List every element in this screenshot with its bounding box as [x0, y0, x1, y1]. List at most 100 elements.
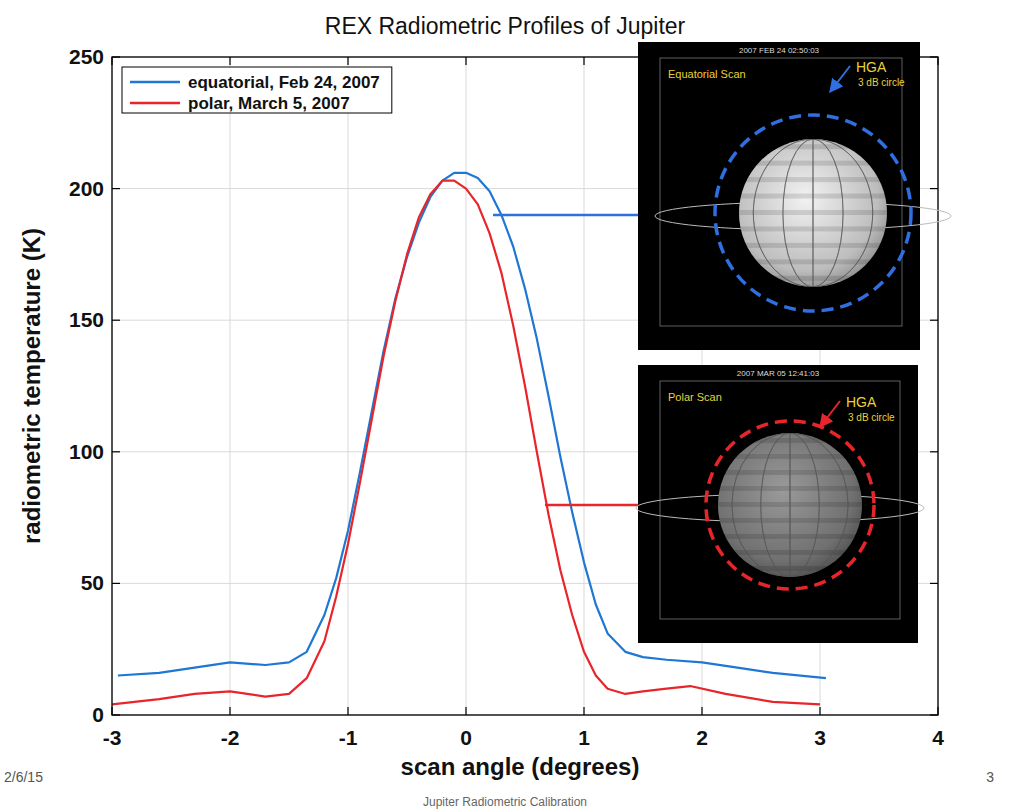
y-tick-label: 0 [92, 703, 104, 726]
hga-sublabel: 3 dB circle [848, 412, 895, 423]
x-tick [583, 707, 584, 715]
band [718, 534, 862, 539]
band [718, 550, 862, 555]
x-tick-label: 4 [932, 726, 944, 749]
y-tick-label: 50 [81, 571, 104, 594]
y-tick [112, 320, 120, 321]
y-axis-label: radiometric temperature (K) [18, 228, 45, 544]
legend: equatorial, Feb 24, 2007 polar, March 5, … [122, 67, 392, 113]
legend-box [122, 67, 392, 113]
plot-frame [112, 57, 938, 715]
y-tick-label: 150 [69, 308, 104, 331]
band [739, 144, 887, 149]
x-tick [465, 707, 466, 715]
y-tick [930, 583, 938, 584]
slide: REX Radiometric Profiles of Jupiter -3 -2 -… [0, 0, 1010, 812]
inset-title: Equatorial Scan [668, 68, 746, 80]
y-tick [930, 188, 938, 189]
x-tick [937, 707, 938, 715]
x-tick [465, 57, 466, 65]
grid-line [348, 57, 349, 715]
inset-timestamp: 2007 MAR 05 12:41:03 [737, 369, 820, 378]
y-tick [112, 714, 120, 715]
footer-page: 3 [986, 769, 994, 785]
meridian [732, 433, 848, 577]
y-tick [930, 714, 938, 715]
x-tick-label: 0 [460, 726, 472, 749]
grid-line [466, 57, 467, 715]
legend-swatch [130, 81, 180, 84]
band [739, 177, 887, 182]
legend-label: polar, March 5, 2007 [188, 94, 350, 113]
plot-area [112, 57, 938, 715]
hga-label: HGA [846, 394, 877, 410]
x-tick [701, 707, 702, 715]
band [739, 194, 887, 199]
hga-arrow [830, 66, 850, 92]
band [739, 161, 887, 166]
x-tick-label: -3 [103, 726, 122, 749]
x-tick [583, 57, 584, 65]
inset: 2007 FEB 24 02:50:03 Equatorial Scan HGA 3 … [638, 42, 951, 350]
y-tick [930, 56, 938, 57]
hga-circle [715, 115, 911, 311]
meridian [761, 433, 820, 577]
x-tick [937, 57, 938, 65]
footer-text: Jupiter Radiometric Calibration [423, 795, 587, 809]
planet [739, 139, 887, 287]
y-tick [112, 188, 120, 189]
x-tick-label: 1 [578, 726, 590, 749]
hga-arrow [820, 401, 840, 427]
title: REX Radiometric Profiles of Jupiter [325, 13, 686, 39]
x-tick-label: 3 [814, 726, 826, 749]
inset-frame [660, 381, 900, 619]
x-axis-label: scan angle (degrees) [401, 753, 640, 780]
meridian [813, 139, 814, 287]
hga-sublabel: 3 dB circle [858, 77, 905, 88]
inset-title: Polar Scan [668, 391, 722, 403]
x-tick [347, 57, 348, 65]
y-tick [930, 320, 938, 321]
meridian [732, 433, 848, 577]
y-tick [112, 56, 120, 57]
band [739, 226, 887, 231]
meridian [790, 433, 791, 577]
planet-bands [739, 139, 887, 287]
inset-frame [660, 58, 902, 326]
grid-line [230, 57, 231, 715]
legend-swatch [130, 102, 180, 105]
y-tick [112, 451, 120, 452]
x-tick [229, 57, 230, 65]
inset-timestamp: 2007 FEB 24 02:50:03 [739, 46, 820, 55]
band [739, 210, 887, 215]
x-tick [111, 707, 112, 715]
band [718, 518, 862, 523]
y-tick-label: 200 [69, 177, 104, 200]
inset-background [638, 42, 920, 350]
x-tick-label: -2 [221, 726, 240, 749]
y-tick-label: 100 [69, 440, 104, 463]
inset-background [638, 365, 918, 643]
meridian [753, 139, 872, 287]
planet-bands [718, 433, 862, 577]
band [739, 259, 887, 264]
band [718, 454, 862, 459]
grid [112, 57, 938, 715]
legend-label: equatorial, Feb 24, 2007 [188, 73, 380, 92]
footer-date: 2/6/15 [4, 769, 43, 785]
band [718, 438, 862, 443]
x-tick-label: -1 [339, 726, 358, 749]
x-tick [819, 707, 820, 715]
x-tick [347, 707, 348, 715]
y-tick-label: 250 [69, 45, 104, 68]
grid-line [584, 57, 585, 715]
band [739, 243, 887, 248]
hga-circle [706, 421, 874, 589]
meridian [761, 433, 820, 577]
y-tick [112, 583, 120, 584]
meridian [783, 139, 843, 287]
inset: 2007 MAR 05 12:41:03 Polar Scan HGA 3 dB ci… [636, 365, 924, 643]
ticks: -3-2-101234050100150200250 [69, 45, 944, 749]
hga-label: HGA [856, 59, 887, 75]
band [718, 470, 862, 475]
